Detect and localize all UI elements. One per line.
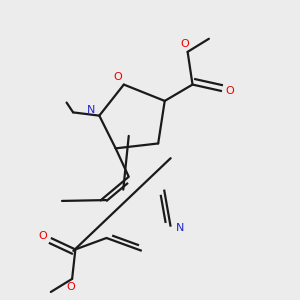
Text: O: O bbox=[226, 86, 235, 96]
Text: O: O bbox=[38, 231, 47, 241]
Text: O: O bbox=[114, 72, 122, 82]
Text: N: N bbox=[87, 105, 95, 115]
Text: O: O bbox=[180, 39, 189, 49]
Text: O: O bbox=[66, 282, 75, 292]
Text: N: N bbox=[176, 223, 184, 233]
